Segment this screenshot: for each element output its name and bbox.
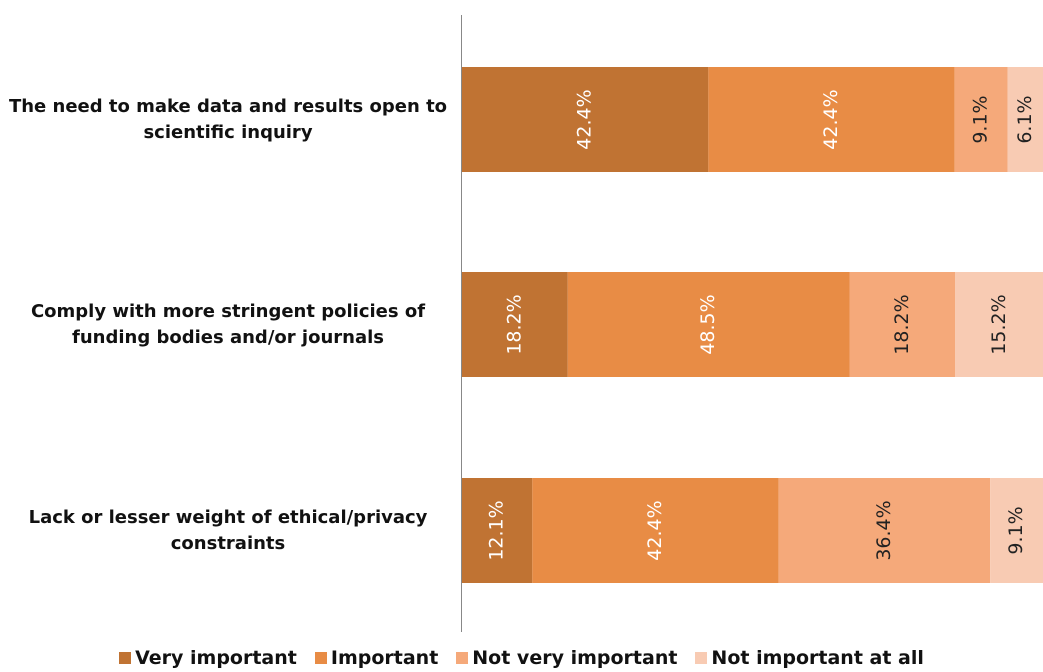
value-label: 42.4% <box>644 500 666 560</box>
value-label: 18.2% <box>503 294 525 354</box>
value-label: 42.4% <box>820 89 842 149</box>
category-label: Lack or lesser weight of ethical/privacy… <box>28 506 428 554</box>
bar-segment <box>462 478 533 583</box>
bar-segment <box>955 272 1043 377</box>
legend: Very important Important Not very importan… <box>0 647 1043 669</box>
bar-segment <box>990 478 1043 583</box>
legend-item: Very important <box>119 647 297 669</box>
value-label: 42.4% <box>574 89 596 149</box>
legend-label: Very important <box>135 647 297 669</box>
value-label: 36.4% <box>873 500 895 560</box>
legend-item: Important <box>314 647 439 669</box>
bar-segment <box>954 67 1008 172</box>
legend-item: Not important at all <box>695 647 924 669</box>
bar-segment <box>462 67 709 172</box>
bar-segment <box>462 272 568 377</box>
value-label: 15.2% <box>988 294 1010 354</box>
legend-label: Not very important <box>472 647 678 669</box>
bar-segment <box>778 478 991 583</box>
bar-segment <box>567 272 850 377</box>
legend-item: Not very important <box>456 647 677 669</box>
bar-segment <box>849 272 956 377</box>
bar-segment <box>708 67 955 172</box>
legend-label: Not important at all <box>711 647 924 669</box>
value-label: 18.2% <box>891 294 913 354</box>
value-label: 48.5% <box>697 294 719 354</box>
category-label: The need to make data and results open t… <box>8 95 448 143</box>
value-label: 9.1% <box>1005 506 1027 554</box>
bar-segment <box>532 478 779 583</box>
value-label: 9.1% <box>970 95 992 143</box>
legend-label: Important <box>330 647 439 669</box>
bar-segment <box>1007 67 1043 172</box>
legend-swatch <box>314 652 327 664</box>
value-label: 6.1% <box>1014 95 1036 143</box>
legend-swatch <box>456 652 469 664</box>
value-label: 12.1% <box>486 500 508 560</box>
legend-swatch <box>119 652 132 664</box>
category-label: Comply with more stringent policies of f… <box>30 300 426 348</box>
legend-swatch <box>695 652 708 664</box>
